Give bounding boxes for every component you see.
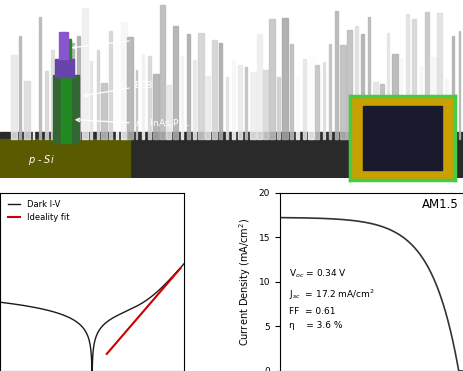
Bar	[19, 36, 21, 139]
Bar	[307, 56, 313, 139]
Bar	[136, 69, 137, 139]
Text: TCO: TCO	[73, 35, 152, 49]
Bar	[63, 48, 68, 139]
Bar	[127, 37, 133, 139]
Bar	[387, 33, 388, 139]
Bar	[277, 76, 279, 139]
Bar	[302, 59, 306, 139]
Bar	[101, 83, 107, 139]
Bar	[116, 41, 118, 139]
Bar	[406, 14, 408, 139]
Bar	[24, 81, 30, 139]
Bar	[225, 77, 227, 139]
Text: V$_{oc}$ = 0.34 V
J$_{sc}$  = 17.2 mA/cm$^2$
FF  = 0.61
η    = 3.6 %: V$_{oc}$ = 0.34 V J$_{sc}$ = 17.2 mA/cm$…	[288, 267, 374, 329]
Bar	[430, 57, 435, 139]
Bar	[339, 46, 345, 139]
Bar	[82, 8, 88, 139]
Bar	[166, 85, 171, 139]
Bar	[0, 132, 463, 178]
Bar	[45, 70, 48, 139]
Bar	[193, 60, 196, 139]
Bar	[346, 30, 351, 139]
Bar	[0, 139, 130, 178]
Bar	[289, 44, 293, 139]
Bar	[109, 31, 112, 139]
Bar	[282, 19, 287, 139]
Bar	[400, 58, 401, 139]
Text: AM1.5: AM1.5	[421, 198, 457, 211]
Bar	[457, 31, 459, 139]
Bar	[120, 22, 126, 139]
Bar	[391, 54, 397, 139]
Bar	[263, 70, 268, 139]
Y-axis label: Current Density (mA/cm$^2$): Current Density (mA/cm$^2$)	[237, 218, 252, 346]
Bar	[181, 56, 182, 139]
Bar	[51, 50, 54, 139]
Bar	[238, 65, 241, 139]
Bar	[424, 12, 428, 139]
Bar	[205, 76, 209, 139]
Bar	[245, 67, 247, 139]
Bar	[90, 60, 92, 139]
Bar	[55, 59, 74, 77]
Bar	[59, 32, 68, 59]
Bar	[360, 34, 363, 139]
Bar	[379, 84, 383, 139]
Bar	[269, 19, 275, 139]
Bar	[329, 45, 330, 139]
Bar	[354, 26, 357, 139]
Bar	[256, 34, 262, 139]
Bar	[198, 33, 203, 139]
Bar	[211, 40, 216, 139]
Bar	[419, 66, 420, 139]
Bar	[38, 17, 41, 139]
Bar	[367, 17, 369, 139]
Bar	[315, 65, 319, 139]
Text: $n$ - InAs$_y$P$_{1-y}$: $n$ - InAs$_y$P$_{1-y}$	[76, 118, 195, 131]
Bar	[172, 26, 177, 139]
Bar	[231, 60, 235, 139]
Bar	[373, 82, 377, 139]
Bar	[296, 76, 299, 139]
Bar	[444, 79, 446, 139]
Bar	[250, 72, 255, 139]
Bar	[32, 27, 34, 139]
Bar	[61, 39, 71, 143]
Bar	[11, 55, 17, 139]
Bar	[57, 74, 60, 139]
Bar	[335, 11, 337, 139]
Bar	[153, 74, 158, 139]
Bar	[186, 35, 189, 139]
Text: $p$ - Si: $p$ - Si	[28, 153, 55, 167]
Bar	[141, 54, 144, 139]
Bar	[219, 43, 222, 139]
Bar	[53, 75, 79, 143]
Bar	[411, 19, 415, 139]
Bar	[451, 36, 453, 139]
Bar	[148, 56, 150, 139]
Legend: Dark I-V, Ideality fit: Dark I-V, Ideality fit	[4, 197, 72, 226]
Bar	[437, 13, 442, 139]
Bar	[322, 62, 324, 139]
Bar	[70, 43, 74, 139]
Text: 5 μm: 5 μm	[377, 165, 400, 174]
Bar	[97, 49, 99, 139]
Bar	[77, 36, 79, 139]
Bar	[362, 106, 441, 170]
Text: BCB: BCB	[84, 81, 153, 97]
Bar	[160, 5, 164, 139]
